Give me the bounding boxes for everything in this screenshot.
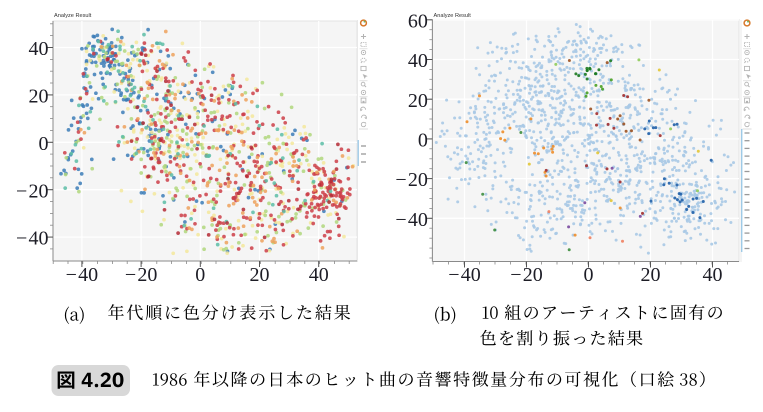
svg-text:40: 40 bbox=[408, 50, 428, 72]
svg-text:40: 40 bbox=[703, 264, 723, 286]
svg-text:20: 20 bbox=[408, 90, 428, 112]
svg-text:0: 0 bbox=[195, 264, 205, 286]
svg-text:20: 20 bbox=[29, 86, 49, 108]
svg-text:−20: −20 bbox=[395, 169, 427, 191]
svg-text:−40: −40 bbox=[66, 264, 98, 286]
svg-text:−20: −20 bbox=[510, 264, 542, 286]
svg-text:−40: −40 bbox=[395, 209, 427, 231]
svg-text:40: 40 bbox=[29, 38, 49, 60]
svg-text:0: 0 bbox=[418, 130, 428, 152]
svg-text:20: 20 bbox=[641, 264, 661, 286]
svg-text:40: 40 bbox=[309, 264, 329, 286]
svg-text:20: 20 bbox=[250, 264, 270, 286]
svg-text:60: 60 bbox=[408, 10, 428, 32]
svg-text:Analyze Result: Analyze Result bbox=[434, 13, 472, 19]
svg-text:−40: −40 bbox=[448, 264, 480, 286]
svg-text:Analyze Result: Analyze Result bbox=[54, 13, 92, 19]
svg-text:−20: −20 bbox=[125, 264, 157, 286]
svg-text:0: 0 bbox=[584, 264, 594, 286]
svg-text:0: 0 bbox=[39, 133, 49, 155]
svg-text:−40: −40 bbox=[16, 228, 48, 250]
svg-text:−20: −20 bbox=[16, 180, 48, 202]
